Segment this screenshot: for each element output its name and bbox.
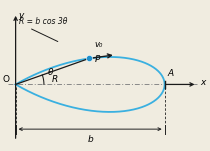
Text: R: R — [52, 75, 58, 84]
Text: A: A — [168, 69, 174, 79]
Text: y: y — [19, 11, 24, 20]
Text: P: P — [95, 55, 100, 64]
Text: R = b cos 3θ: R = b cos 3θ — [19, 17, 67, 26]
Text: b: b — [87, 135, 93, 144]
Text: θ: θ — [48, 68, 53, 77]
Text: v₀: v₀ — [95, 40, 103, 49]
Text: x: x — [200, 79, 206, 87]
Text: O: O — [3, 75, 10, 84]
